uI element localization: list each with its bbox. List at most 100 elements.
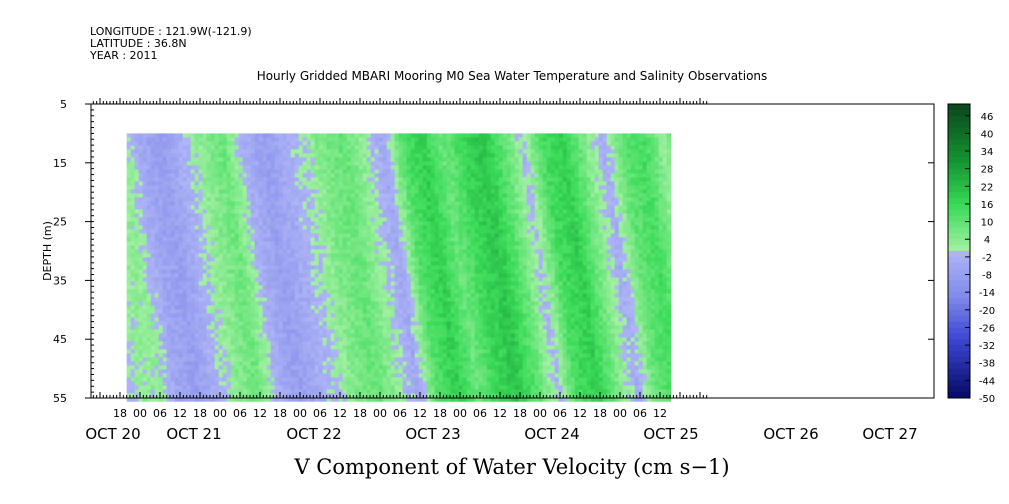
heatmap-cell <box>186 257 191 262</box>
heatmap-cell <box>342 345 347 350</box>
heatmap-cell <box>142 337 147 342</box>
heatmap-cell <box>290 333 295 338</box>
heatmap-cell <box>250 269 255 274</box>
heatmap-cell <box>318 225 323 230</box>
heatmap-cell <box>266 169 271 174</box>
heatmap-cell <box>170 161 175 166</box>
heatmap-cell <box>390 237 395 242</box>
heatmap-cell <box>330 333 335 338</box>
heatmap-cell <box>362 257 367 262</box>
heatmap-cell <box>414 333 419 338</box>
heatmap-cell <box>154 181 159 186</box>
heatmap-cell <box>150 173 155 178</box>
heatmap-cell <box>306 349 311 354</box>
heatmap-cell <box>190 293 195 298</box>
heatmap-cell <box>418 261 423 266</box>
heatmap-cell <box>134 197 139 202</box>
heatmap-cell <box>158 353 163 358</box>
heatmap-cell <box>306 301 311 306</box>
heatmap-cell <box>382 341 387 346</box>
heatmap-cell <box>366 381 371 386</box>
heatmap-cell <box>254 281 259 286</box>
heatmap-cell <box>366 145 371 150</box>
heatmap-cell <box>134 361 139 366</box>
heatmap-cell <box>342 157 347 162</box>
heatmap-cell <box>250 253 255 258</box>
heatmap-cell <box>250 277 255 282</box>
heatmap-cell <box>382 261 387 266</box>
heatmap-cell <box>294 293 299 298</box>
heatmap-cell <box>314 265 319 270</box>
heatmap-cell <box>162 361 167 366</box>
heatmap-cell <box>238 397 243 402</box>
heatmap-cell <box>254 257 259 262</box>
heatmap-cell <box>182 209 187 214</box>
heatmap-cell <box>286 217 291 222</box>
heatmap-cell <box>210 265 215 270</box>
heatmap-cell <box>250 381 255 386</box>
heatmap-cell <box>338 261 343 266</box>
heatmap-cell <box>218 245 223 250</box>
heatmap-cell <box>322 289 327 294</box>
heatmap-cell <box>238 257 243 262</box>
heatmap-cell <box>358 305 363 310</box>
heatmap-cell <box>406 149 411 154</box>
heatmap-cell <box>270 133 275 138</box>
heatmap-cell <box>422 241 427 246</box>
heatmap-cell <box>202 217 207 222</box>
heatmap-cell <box>402 309 407 314</box>
heatmap-cell <box>222 389 227 394</box>
heatmap-cell <box>250 165 255 170</box>
heatmap-cell <box>142 153 147 158</box>
heatmap-cell <box>254 345 259 350</box>
heatmap-cell <box>306 229 311 234</box>
heatmap-cell <box>142 193 147 198</box>
heatmap-cell <box>274 245 279 250</box>
heatmap-cell <box>286 233 291 238</box>
heatmap-cell <box>222 197 227 202</box>
heatmap-cell <box>378 365 383 370</box>
heatmap-cell <box>174 281 179 286</box>
heatmap-cell <box>198 313 203 318</box>
heatmap-cell <box>386 245 391 250</box>
heatmap-cell <box>170 173 175 178</box>
heatmap-cell <box>326 353 331 358</box>
heatmap-cell <box>138 189 143 194</box>
heatmap-cell <box>266 385 271 390</box>
heatmap-cell <box>226 341 231 346</box>
heatmap-cell <box>386 249 391 254</box>
heatmap-cell <box>422 189 427 194</box>
heatmap-cell <box>410 277 415 282</box>
heatmap-cell <box>198 329 203 334</box>
heatmap-cell <box>206 365 211 370</box>
heatmap-cell <box>406 397 411 402</box>
heatmap-cell <box>238 369 243 374</box>
heatmap-cell <box>194 397 199 402</box>
heatmap-cell <box>346 353 351 358</box>
heatmap-cell <box>126 289 131 294</box>
heatmap-cell <box>358 361 363 366</box>
heatmap-cell <box>174 177 179 182</box>
heatmap-cell <box>214 269 219 274</box>
heatmap-cell <box>366 385 371 390</box>
heatmap-cell <box>222 349 227 354</box>
heatmap-cell <box>306 281 311 286</box>
heatmap-cell <box>134 385 139 390</box>
heatmap-cell <box>142 197 147 202</box>
heatmap-cell <box>210 357 215 362</box>
heatmap-cell <box>298 289 303 294</box>
heatmap-cell <box>250 233 255 238</box>
heatmap-cell <box>410 281 415 286</box>
heatmap-cell <box>350 225 355 230</box>
heatmap-cell <box>150 145 155 150</box>
heatmap-cell <box>406 221 411 226</box>
heatmap-cell <box>238 205 243 210</box>
heatmap-cell <box>406 301 411 306</box>
heatmap-cell <box>202 309 207 314</box>
heatmap-cell <box>242 301 247 306</box>
heatmap-cell <box>294 193 299 198</box>
heatmap-cell <box>178 201 183 206</box>
heatmap-cell <box>146 189 151 194</box>
heatmap-cell <box>230 265 235 270</box>
heatmap-cell <box>342 221 347 226</box>
